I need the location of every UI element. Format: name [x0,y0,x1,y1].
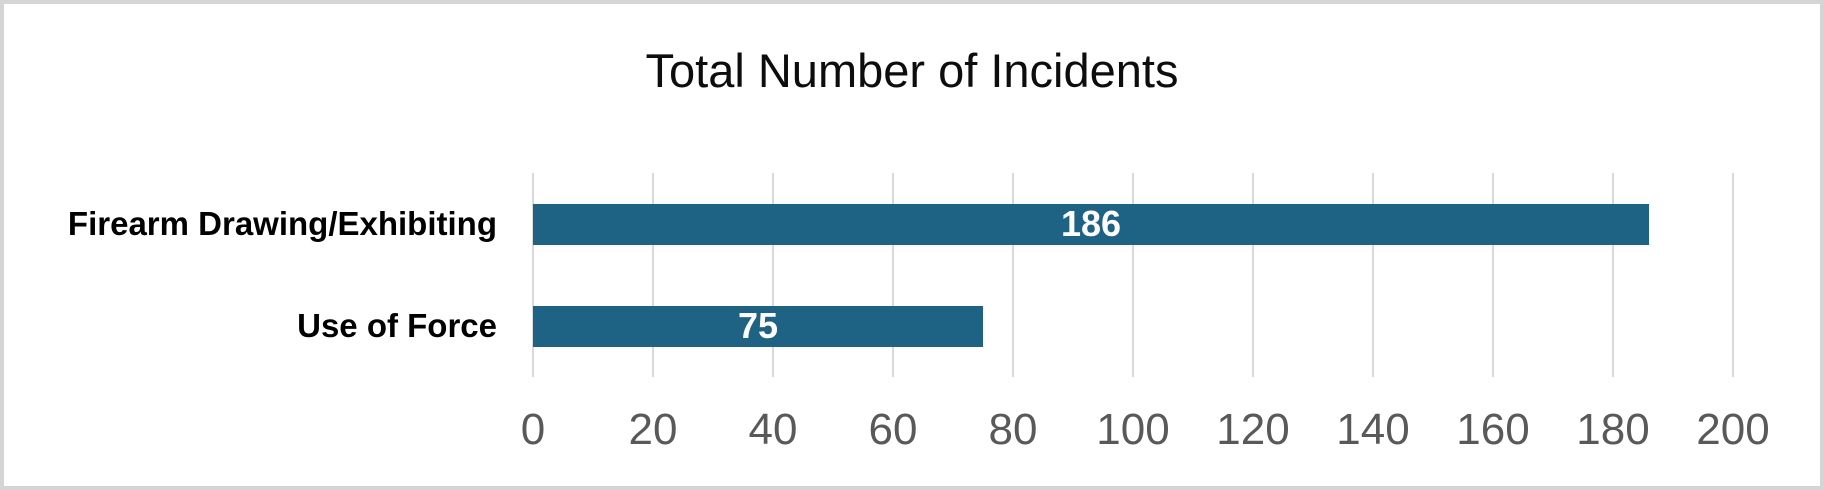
gridline [892,173,894,377]
gridline [1612,173,1614,377]
x-tick-label: 160 [1456,405,1530,454]
gridline [1492,173,1494,377]
bar: 186 [533,203,1649,245]
chart-title: Total Number of Incidents [645,44,1179,97]
gridline [652,173,654,377]
x-tick-label: 180 [1576,405,1650,454]
x-tick-label: 200 [1696,405,1770,454]
category-axis: Firearm Drawing/Exhibiting Use of Force [4,173,533,377]
gridline [1132,173,1134,377]
x-tick-label: 140 [1336,405,1410,454]
x-tick-label: 0 [520,405,546,454]
gridline [1252,173,1254,377]
x-tick-label: 100 [1096,405,1170,454]
bar-value-label: 186 [1060,203,1122,244]
bar-value-label: 75 [737,305,779,346]
gridline [772,173,774,377]
category-label: Firearm Drawing/Exhibiting [67,205,497,242]
x-axis: 0 20 40 60 80 100 120 140 160 180 200 [521,405,1770,456]
plot-area: 186 75 [532,173,1734,377]
category-label: Use of Force [297,307,497,344]
x-tick-label: 40 [748,405,798,454]
x-tick-label: 20 [628,405,678,454]
x-tick-label: 120 [1216,405,1290,454]
x-tick-label: 60 [868,405,918,454]
gridline [1372,173,1374,377]
gridline [532,173,534,377]
bar: 75 [533,305,983,347]
x-tick-label: 80 [988,405,1038,454]
gridline [1012,173,1014,377]
gridline [1732,173,1734,377]
